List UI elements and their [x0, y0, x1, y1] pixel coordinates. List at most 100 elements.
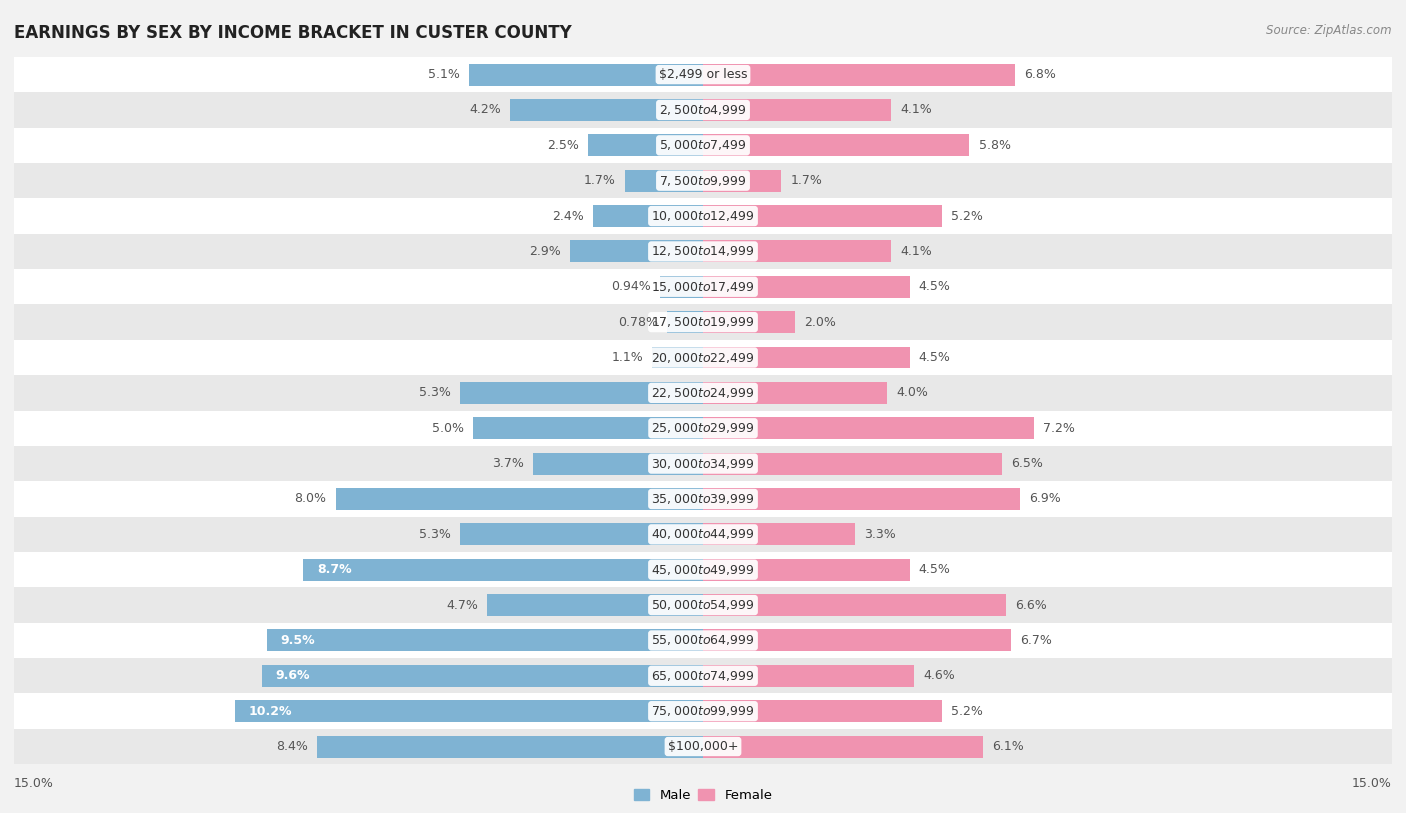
Text: 5.0%: 5.0% — [432, 422, 464, 435]
Text: 0.78%: 0.78% — [619, 315, 658, 328]
Text: 9.5%: 9.5% — [280, 634, 315, 647]
Text: $75,000 to $99,999: $75,000 to $99,999 — [651, 704, 755, 718]
Text: 4.5%: 4.5% — [920, 280, 950, 293]
Bar — [703, 524, 855, 546]
Bar — [304, 559, 703, 580]
Text: 6.5%: 6.5% — [1011, 457, 1043, 470]
Bar — [703, 346, 910, 368]
Bar — [14, 481, 1392, 517]
Bar — [468, 63, 703, 85]
Bar — [262, 665, 703, 687]
Bar — [14, 411, 1392, 446]
Text: 5.3%: 5.3% — [419, 528, 450, 541]
Text: $55,000 to $64,999: $55,000 to $64,999 — [651, 633, 755, 647]
Bar — [703, 170, 782, 192]
Text: 2.9%: 2.9% — [529, 245, 561, 258]
Bar — [474, 417, 703, 439]
Bar — [486, 594, 703, 616]
Text: 4.2%: 4.2% — [470, 103, 501, 116]
Bar — [593, 205, 703, 227]
Text: 3.3%: 3.3% — [863, 528, 896, 541]
Bar — [14, 623, 1392, 659]
Text: 6.6%: 6.6% — [1015, 598, 1047, 611]
Text: $25,000 to $29,999: $25,000 to $29,999 — [651, 421, 755, 435]
Text: 4.7%: 4.7% — [446, 598, 478, 611]
Bar — [510, 99, 703, 121]
Bar — [703, 63, 1015, 85]
Text: 10.2%: 10.2% — [249, 705, 292, 718]
Text: 5.3%: 5.3% — [419, 386, 450, 399]
Text: $10,000 to $12,499: $10,000 to $12,499 — [651, 209, 755, 223]
Text: 4.5%: 4.5% — [920, 351, 950, 364]
Bar — [703, 311, 794, 333]
Bar — [235, 700, 703, 722]
Bar — [14, 233, 1392, 269]
Bar — [703, 276, 910, 298]
Text: 1.7%: 1.7% — [583, 174, 616, 187]
Bar — [533, 453, 703, 475]
Text: $65,000 to $74,999: $65,000 to $74,999 — [651, 669, 755, 683]
Text: 1.7%: 1.7% — [790, 174, 823, 187]
Text: $5,000 to $7,499: $5,000 to $7,499 — [659, 138, 747, 152]
Text: 6.7%: 6.7% — [1019, 634, 1052, 647]
Bar — [652, 346, 703, 368]
Bar — [14, 587, 1392, 623]
Text: Source: ZipAtlas.com: Source: ZipAtlas.com — [1267, 24, 1392, 37]
Bar — [460, 382, 703, 404]
Bar — [14, 693, 1392, 729]
Bar — [14, 517, 1392, 552]
Text: 15.0%: 15.0% — [1353, 776, 1392, 789]
Bar — [14, 446, 1392, 481]
Text: 15.0%: 15.0% — [14, 776, 53, 789]
Text: 0.94%: 0.94% — [610, 280, 651, 293]
Bar — [318, 736, 703, 758]
Bar — [14, 128, 1392, 163]
Text: $2,499 or less: $2,499 or less — [659, 68, 747, 81]
Text: 4.5%: 4.5% — [920, 563, 950, 576]
Text: $30,000 to $34,999: $30,000 to $34,999 — [651, 457, 755, 471]
Bar — [703, 594, 1007, 616]
Text: 5.2%: 5.2% — [950, 210, 983, 223]
Bar — [14, 92, 1392, 128]
Bar — [14, 57, 1392, 92]
Text: $40,000 to $44,999: $40,000 to $44,999 — [651, 528, 755, 541]
Bar — [659, 276, 703, 298]
Bar — [14, 659, 1392, 693]
Text: 9.6%: 9.6% — [276, 669, 311, 682]
Bar — [703, 382, 887, 404]
Text: $17,500 to $19,999: $17,500 to $19,999 — [651, 315, 755, 329]
Text: 8.4%: 8.4% — [276, 740, 308, 753]
Bar — [703, 665, 914, 687]
Text: 2.5%: 2.5% — [547, 139, 579, 152]
Bar — [703, 241, 891, 263]
Text: 7.2%: 7.2% — [1043, 422, 1074, 435]
Text: $7,500 to $9,999: $7,500 to $9,999 — [659, 174, 747, 188]
Text: $12,500 to $14,999: $12,500 to $14,999 — [651, 245, 755, 259]
Text: $50,000 to $54,999: $50,000 to $54,999 — [651, 598, 755, 612]
Bar — [569, 241, 703, 263]
Text: 2.4%: 2.4% — [551, 210, 583, 223]
Text: 1.1%: 1.1% — [612, 351, 644, 364]
Text: 4.6%: 4.6% — [924, 669, 955, 682]
Bar — [668, 311, 703, 333]
Text: $100,000+: $100,000+ — [668, 740, 738, 753]
Text: 4.0%: 4.0% — [896, 386, 928, 399]
Bar — [703, 99, 891, 121]
Bar — [336, 488, 703, 510]
Text: $45,000 to $49,999: $45,000 to $49,999 — [651, 563, 755, 576]
Bar — [14, 198, 1392, 234]
Text: 6.1%: 6.1% — [993, 740, 1024, 753]
Bar — [703, 488, 1019, 510]
Bar — [460, 524, 703, 546]
Text: 2.0%: 2.0% — [804, 315, 837, 328]
Text: 4.1%: 4.1% — [900, 245, 932, 258]
Bar — [703, 453, 1001, 475]
Text: 4.1%: 4.1% — [900, 103, 932, 116]
Text: 3.7%: 3.7% — [492, 457, 524, 470]
Bar — [14, 163, 1392, 198]
Bar — [703, 629, 1011, 651]
Bar — [14, 376, 1392, 411]
Text: EARNINGS BY SEX BY INCOME BRACKET IN CUSTER COUNTY: EARNINGS BY SEX BY INCOME BRACKET IN CUS… — [14, 24, 572, 42]
Bar — [703, 417, 1033, 439]
Bar — [14, 729, 1392, 764]
